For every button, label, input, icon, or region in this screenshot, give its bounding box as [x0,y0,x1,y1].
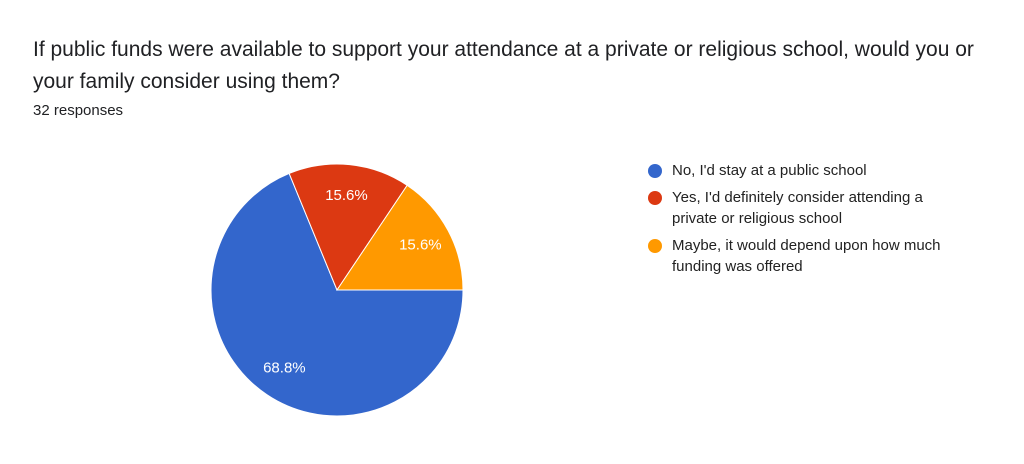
legend-item: No, I'd stay at a public school [648,160,968,181]
legend-label: No, I'd stay at a public school [672,162,867,179]
slice-label: 15.6% [325,187,368,204]
subtitle: 32 responses [33,102,124,119]
pie-slice [336,184,464,291]
legend-swatch [648,164,662,178]
legend-item: Maybe, it would depend upon how much fun… [648,235,968,277]
pie-slice [288,163,408,292]
slice-label: 68.8% [263,359,306,376]
legend: No, I'd stay at a public school Yes, I'd … [648,160,968,283]
legend-label: Yes, I'd definitely consider attending a… [672,189,923,227]
slice-label: 15.6% [399,236,442,253]
legend-swatch [648,239,662,253]
legend-label: Maybe, it would depend upon how much fun… [672,237,941,275]
chart-title: If public funds were available to suppor… [33,38,974,93]
legend-swatch [648,191,662,205]
pie-slice [210,172,464,417]
legend-item: Yes, I'd definitely consider attending a… [648,187,968,229]
